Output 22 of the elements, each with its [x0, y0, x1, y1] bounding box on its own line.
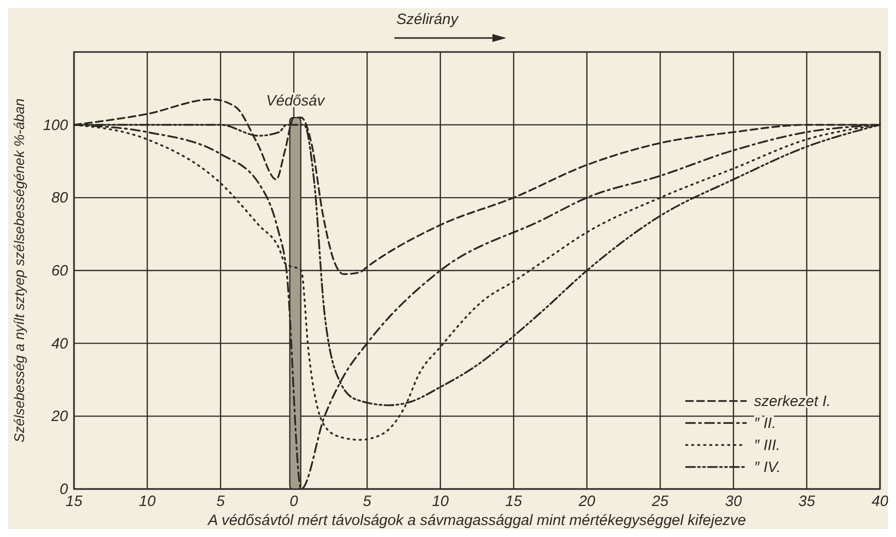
- x-tick-label: 15: [505, 493, 523, 510]
- x-axis-title: A védősávtól mért távolságok a sávmagassággal mint mértékegységgel kifejezve: [206, 512, 746, 529]
- legend-label: ″ III.: [754, 437, 780, 454]
- x-tick-label: 10: [432, 493, 450, 510]
- y-tick-label: 60: [51, 262, 69, 280]
- legend-label: ″ II.: [754, 415, 776, 432]
- y-tick-label: 20: [50, 408, 69, 426]
- x-tick-label: 40: [872, 493, 889, 510]
- x-tick-label: 30: [725, 493, 742, 510]
- y-tick-label: 100: [42, 116, 69, 134]
- x-tick-label: 25: [650, 493, 670, 510]
- y-tick-label: 80: [51, 190, 69, 207]
- legend-label: ″ IV.: [754, 459, 781, 476]
- x-tick-label: 10: [138, 493, 156, 510]
- x-tick-label: 5: [216, 493, 226, 510]
- x-tick-label: 5: [362, 493, 372, 510]
- x-tick-label: 20: [578, 493, 596, 510]
- y-axis-title: Szélsebesség a nyílt sztyep szélsebességének %-ában: [11, 98, 27, 442]
- y-tick-label: 40: [51, 335, 69, 352]
- x-tick-label: 0: [290, 493, 299, 510]
- text: Szélirány: [396, 11, 460, 28]
- x-tick-label: 35: [798, 493, 816, 510]
